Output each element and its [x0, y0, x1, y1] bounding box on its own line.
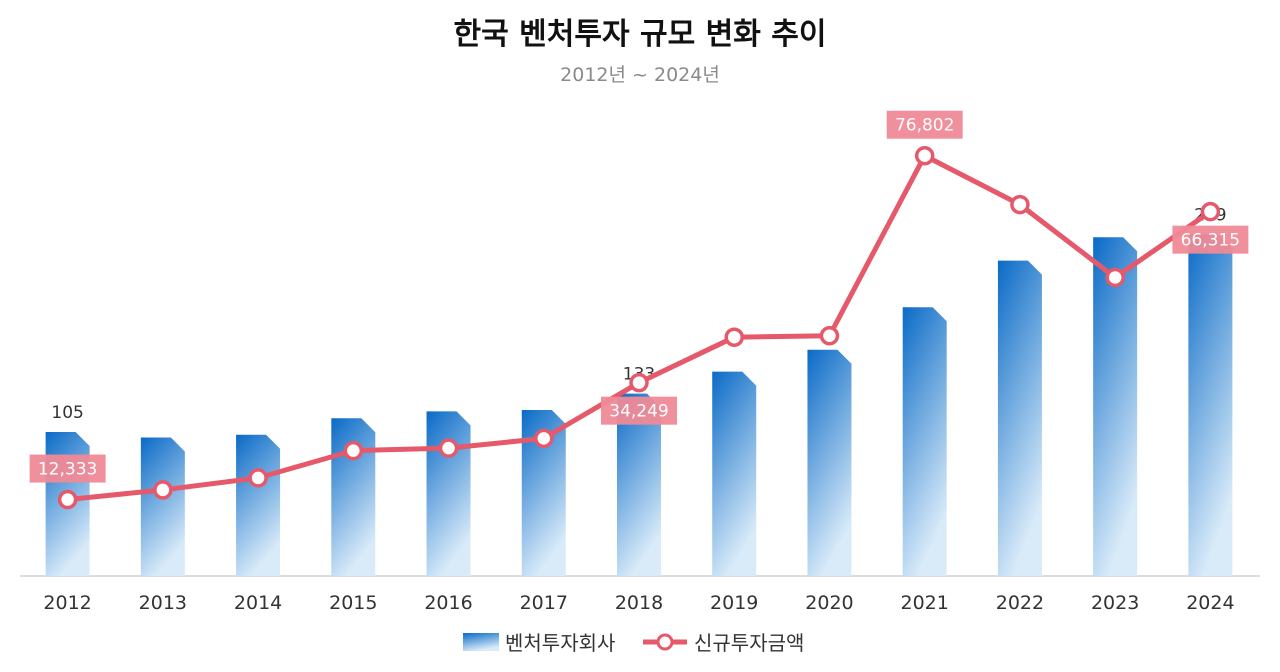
- bar-2019[interactable]: [712, 371, 757, 576]
- line-point-2014[interactable]: [248, 468, 268, 488]
- legend-line-label: 신규투자금액: [694, 631, 804, 655]
- legend-item-line[interactable]: 신규투자금액: [643, 631, 804, 655]
- line-point-2024[interactable]: [1200, 201, 1221, 222]
- x-axis-ticks: 2012 2013 2014 2015 2016 2017 2018 2019 2020 2021…: [43, 592, 1234, 614]
- line-point-2018[interactable]: [629, 372, 649, 393]
- line-point-2016[interactable]: [438, 438, 459, 458]
- legend-bar-swatch: [463, 633, 499, 651]
- line-point-2013[interactable]: [153, 480, 173, 500]
- bar-2017[interactable]: [521, 410, 566, 576]
- bar-2016[interactable]: [426, 411, 471, 576]
- line-point-2022[interactable]: [1010, 194, 1030, 215]
- x-tick-label-2012: 2012: [43, 592, 91, 614]
- line-point-2012[interactable]: [57, 489, 78, 510]
- legend-item-bar[interactable]: 벤처투자회사: [463, 631, 615, 655]
- bar-series: [45, 234, 1233, 576]
- line-label-box-2012: [29, 454, 106, 483]
- x-tick-label-2013: 2013: [139, 592, 187, 614]
- line-point-2023[interactable]: [1105, 267, 1125, 288]
- bar-2024[interactable]: [1188, 234, 1233, 576]
- line-label-box-2021: [886, 110, 963, 139]
- line-point-2021[interactable]: [914, 145, 935, 166]
- x-tick-label-2014: 2014: [234, 592, 282, 614]
- x-tick-label-2021: 2021: [901, 592, 949, 614]
- legend: 벤처투자회사 신규투자금액: [463, 631, 804, 655]
- bar-2022[interactable]: [997, 260, 1042, 576]
- line-point-2020[interactable]: [819, 326, 840, 346]
- bar-2023[interactable]: [1093, 237, 1138, 576]
- x-tick-label-2019: 2019: [710, 592, 758, 614]
- legend-line-marker: [656, 633, 674, 651]
- bar-2018[interactable]: [617, 393, 661, 576]
- chart-title: 한국 벤처투자 규모 변화 추이: [454, 17, 827, 52]
- chart-subtitle: 2012년 ~ 2024년: [560, 64, 720, 86]
- line-labels: 12,333 34,249 76,802 66,315: [29, 110, 1249, 483]
- x-tick-label-2023: 2023: [1091, 592, 1139, 614]
- line-points: [57, 145, 1221, 510]
- bar-2013[interactable]: [140, 437, 185, 576]
- bar-value-label-2012: 105: [51, 403, 83, 423]
- x-tick-label-2017: 2017: [520, 592, 568, 614]
- x-tick-label-2015: 2015: [329, 592, 377, 614]
- x-tick-label-2022: 2022: [996, 592, 1044, 614]
- legend-bar-label: 벤처투자회사: [505, 631, 615, 655]
- line-label-box-2018: [601, 396, 677, 425]
- line-value-label-2012: 12,333: [38, 460, 97, 480]
- bar-2020[interactable]: [807, 349, 852, 576]
- x-tick-label-2018: 2018: [615, 592, 663, 614]
- line-value-label-2018: 34,249: [609, 402, 668, 422]
- bar-2015[interactable]: [331, 418, 376, 576]
- x-tick-label-2020: 2020: [805, 592, 853, 614]
- line-value-label-2024: 66,315: [1181, 231, 1240, 251]
- bar-2021[interactable]: [902, 307, 947, 576]
- line-point-2017[interactable]: [534, 428, 554, 449]
- x-tick-label-2024: 2024: [1186, 592, 1234, 614]
- line-value-label-2021: 76,802: [895, 116, 954, 136]
- x-tick-label-2016: 2016: [424, 592, 472, 614]
- bar-2014[interactable]: [236, 434, 281, 576]
- line-point-2019[interactable]: [724, 327, 744, 347]
- line-point-2015[interactable]: [343, 440, 364, 461]
- line-label-box-2024: [1172, 225, 1249, 254]
